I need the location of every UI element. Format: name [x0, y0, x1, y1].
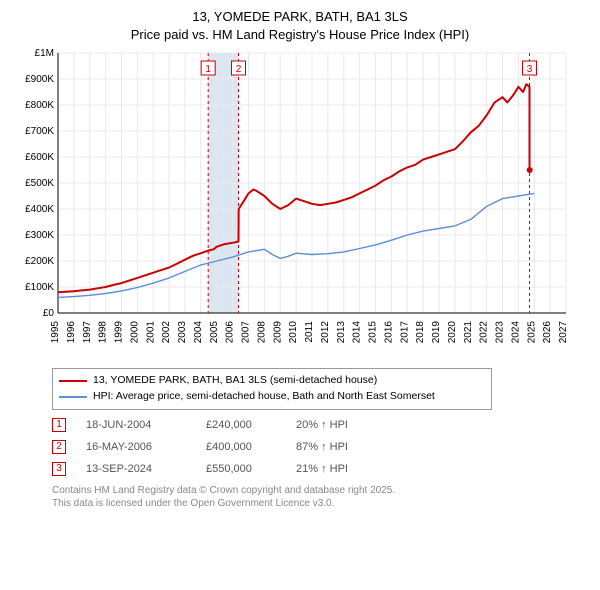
svg-text:£600K: £600K	[25, 152, 54, 163]
legend-swatch	[59, 396, 87, 398]
svg-text:2009: 2009	[272, 321, 283, 344]
svg-text:1999: 1999	[114, 321, 125, 344]
svg-text:2016: 2016	[383, 321, 394, 344]
chart-area: £0 £100K £200K £300K £400K £500K £600K £700K £80…	[14, 47, 586, 362]
title-line-1: 13, YOMEDE PARK, BATH, BA1 3LS	[14, 8, 586, 26]
svg-text:2000: 2000	[129, 321, 140, 344]
svg-text:2002: 2002	[161, 321, 172, 344]
svg-text:£0: £0	[43, 308, 55, 319]
footer-attribution: Contains HM Land Registry data © Crown c…	[52, 484, 586, 511]
svg-text:2011: 2011	[304, 321, 315, 343]
svg-text:2019: 2019	[431, 321, 442, 344]
transaction-marker: 3	[52, 462, 66, 476]
legend-swatch	[59, 380, 87, 382]
svg-text:2026: 2026	[542, 321, 553, 344]
svg-text:2001: 2001	[145, 321, 156, 344]
svg-text:2006: 2006	[225, 321, 236, 344]
svg-text:2007: 2007	[241, 321, 252, 344]
svg-text:2020: 2020	[447, 321, 458, 344]
legend-item: 13, YOMEDE PARK, BATH, BA1 3LS (semi-det…	[59, 373, 485, 389]
svg-text:2022: 2022	[479, 321, 490, 344]
svg-text:£400K: £400K	[25, 204, 54, 215]
svg-text:2027: 2027	[558, 321, 569, 344]
legend-label: 13, YOMEDE PARK, BATH, BA1 3LS (semi-det…	[93, 373, 377, 389]
svg-text:£300K: £300K	[25, 230, 54, 241]
transaction-price: £240,000	[206, 419, 276, 431]
svg-text:2005: 2005	[209, 321, 220, 344]
transaction-marker: 2	[52, 440, 66, 454]
svg-text:2024: 2024	[510, 321, 521, 344]
transaction-row: 1 18-JUN-2004 £240,000 20% ↑ HPI	[52, 418, 586, 432]
svg-text:2008: 2008	[256, 321, 267, 344]
svg-text:2003: 2003	[177, 321, 188, 344]
transactions-list: 1 18-JUN-2004 £240,000 20% ↑ HPI 2 16-MAY-200…	[52, 418, 586, 476]
svg-text:2018: 2018	[415, 321, 426, 344]
svg-text:£200K: £200K	[25, 256, 54, 267]
transaction-marker: 1	[52, 418, 66, 432]
svg-text:£900K: £900K	[25, 74, 54, 85]
svg-text:£100K: £100K	[25, 282, 54, 293]
svg-text:1998: 1998	[98, 321, 109, 344]
transaction-pct: 21% ↑ HPI	[296, 463, 386, 475]
transaction-price: £400,000	[206, 441, 276, 453]
svg-text:£1M: £1M	[35, 48, 54, 59]
legend: 13, YOMEDE PARK, BATH, BA1 3LS (semi-det…	[52, 368, 492, 410]
svg-text:£700K: £700K	[25, 126, 54, 137]
svg-text:2004: 2004	[193, 321, 204, 344]
svg-text:1995: 1995	[50, 321, 61, 344]
svg-text:2021: 2021	[463, 321, 474, 344]
svg-text:2013: 2013	[336, 321, 347, 344]
svg-text:2012: 2012	[320, 321, 331, 344]
footer-line-1: Contains HM Land Registry data © Crown c…	[52, 484, 586, 498]
legend-label: HPI: Average price, semi-detached house,…	[93, 389, 435, 405]
transaction-row: 2 16-MAY-2006 £400,000 87% ↑ HPI	[52, 440, 586, 454]
transaction-pct: 87% ↑ HPI	[296, 441, 386, 453]
svg-text:2014: 2014	[352, 321, 363, 344]
svg-text:3: 3	[527, 64, 533, 75]
transaction-date: 13-SEP-2024	[86, 463, 186, 475]
svg-text:2015: 2015	[368, 321, 379, 344]
transaction-pct: 20% ↑ HPI	[296, 419, 386, 431]
transaction-date: 18-JUN-2004	[86, 419, 186, 431]
svg-text:1996: 1996	[66, 321, 77, 344]
transaction-price: £550,000	[206, 463, 276, 475]
transaction-date: 16-MAY-2006	[86, 441, 186, 453]
svg-text:2017: 2017	[399, 321, 410, 344]
svg-text:2025: 2025	[526, 321, 537, 344]
svg-text:£800K: £800K	[25, 100, 54, 111]
chart-title: 13, YOMEDE PARK, BATH, BA1 3LS Price pai…	[14, 8, 586, 43]
svg-text:2: 2	[236, 64, 242, 75]
svg-text:£500K: £500K	[25, 178, 54, 189]
svg-text:2010: 2010	[288, 321, 299, 344]
svg-text:1: 1	[205, 64, 211, 75]
svg-text:2023: 2023	[495, 321, 506, 344]
legend-item: HPI: Average price, semi-detached house,…	[59, 389, 485, 405]
title-line-2: Price paid vs. HM Land Registry's House …	[14, 26, 586, 44]
footer-line-2: This data is licensed under the Open Gov…	[52, 497, 586, 511]
price-chart: £0 £100K £200K £300K £400K £500K £600K £700K £80…	[14, 47, 574, 357]
transaction-row: 3 13-SEP-2024 £550,000 21% ↑ HPI	[52, 462, 586, 476]
svg-text:1997: 1997	[82, 321, 93, 344]
